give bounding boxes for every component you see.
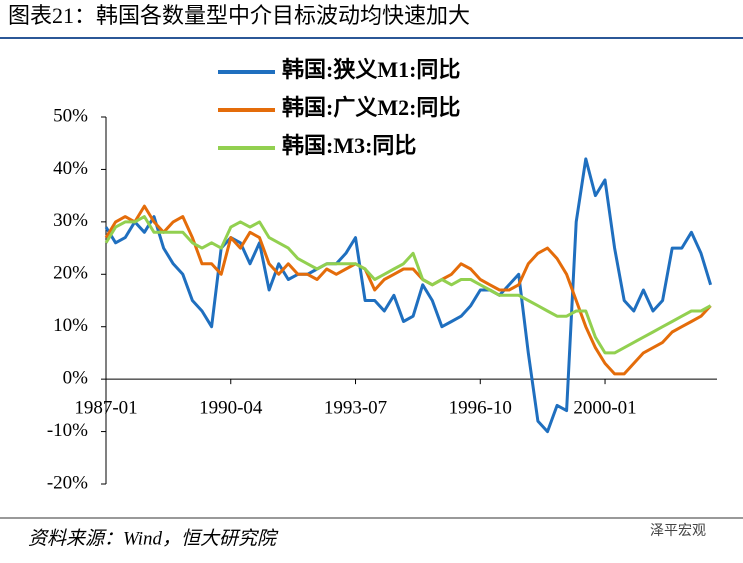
y-tick-label: 20% [53, 263, 88, 284]
y-tick-label: 50% [53, 105, 88, 126]
y-tick-label: 40% [53, 158, 88, 179]
y-tick-label: -10% [47, 420, 88, 441]
y-tick-label: -20% [47, 472, 88, 493]
x-tick-label: 1987-01 [74, 398, 137, 419]
legend-label: 韩国:M3:同比 [282, 133, 416, 158]
series-line [104, 157, 713, 434]
y-tick-label: 0% [63, 368, 89, 389]
y-tick-label: 30% [53, 210, 88, 231]
watermark: 泽平宏观 [650, 523, 706, 539]
series-line [104, 215, 712, 355]
chart-title: 图表21：韩国各数量型中介目标波动均快速加大 [8, 3, 470, 28]
x-tick-label: 1990-04 [199, 398, 263, 419]
legend-label: 韩国:狭义M1:同比 [282, 57, 460, 82]
x-tick-label: 1996-10 [449, 398, 512, 419]
source: 资料来源：Wind，恒大研究院 [28, 527, 279, 549]
legend-label: 韩国:广义M2:同比 [282, 95, 460, 120]
series-line [104, 204, 712, 376]
y-tick-label: 10% [53, 315, 88, 336]
x-tick-label: 2000-01 [573, 398, 636, 419]
x-tick-label: 1993-07 [324, 398, 387, 419]
